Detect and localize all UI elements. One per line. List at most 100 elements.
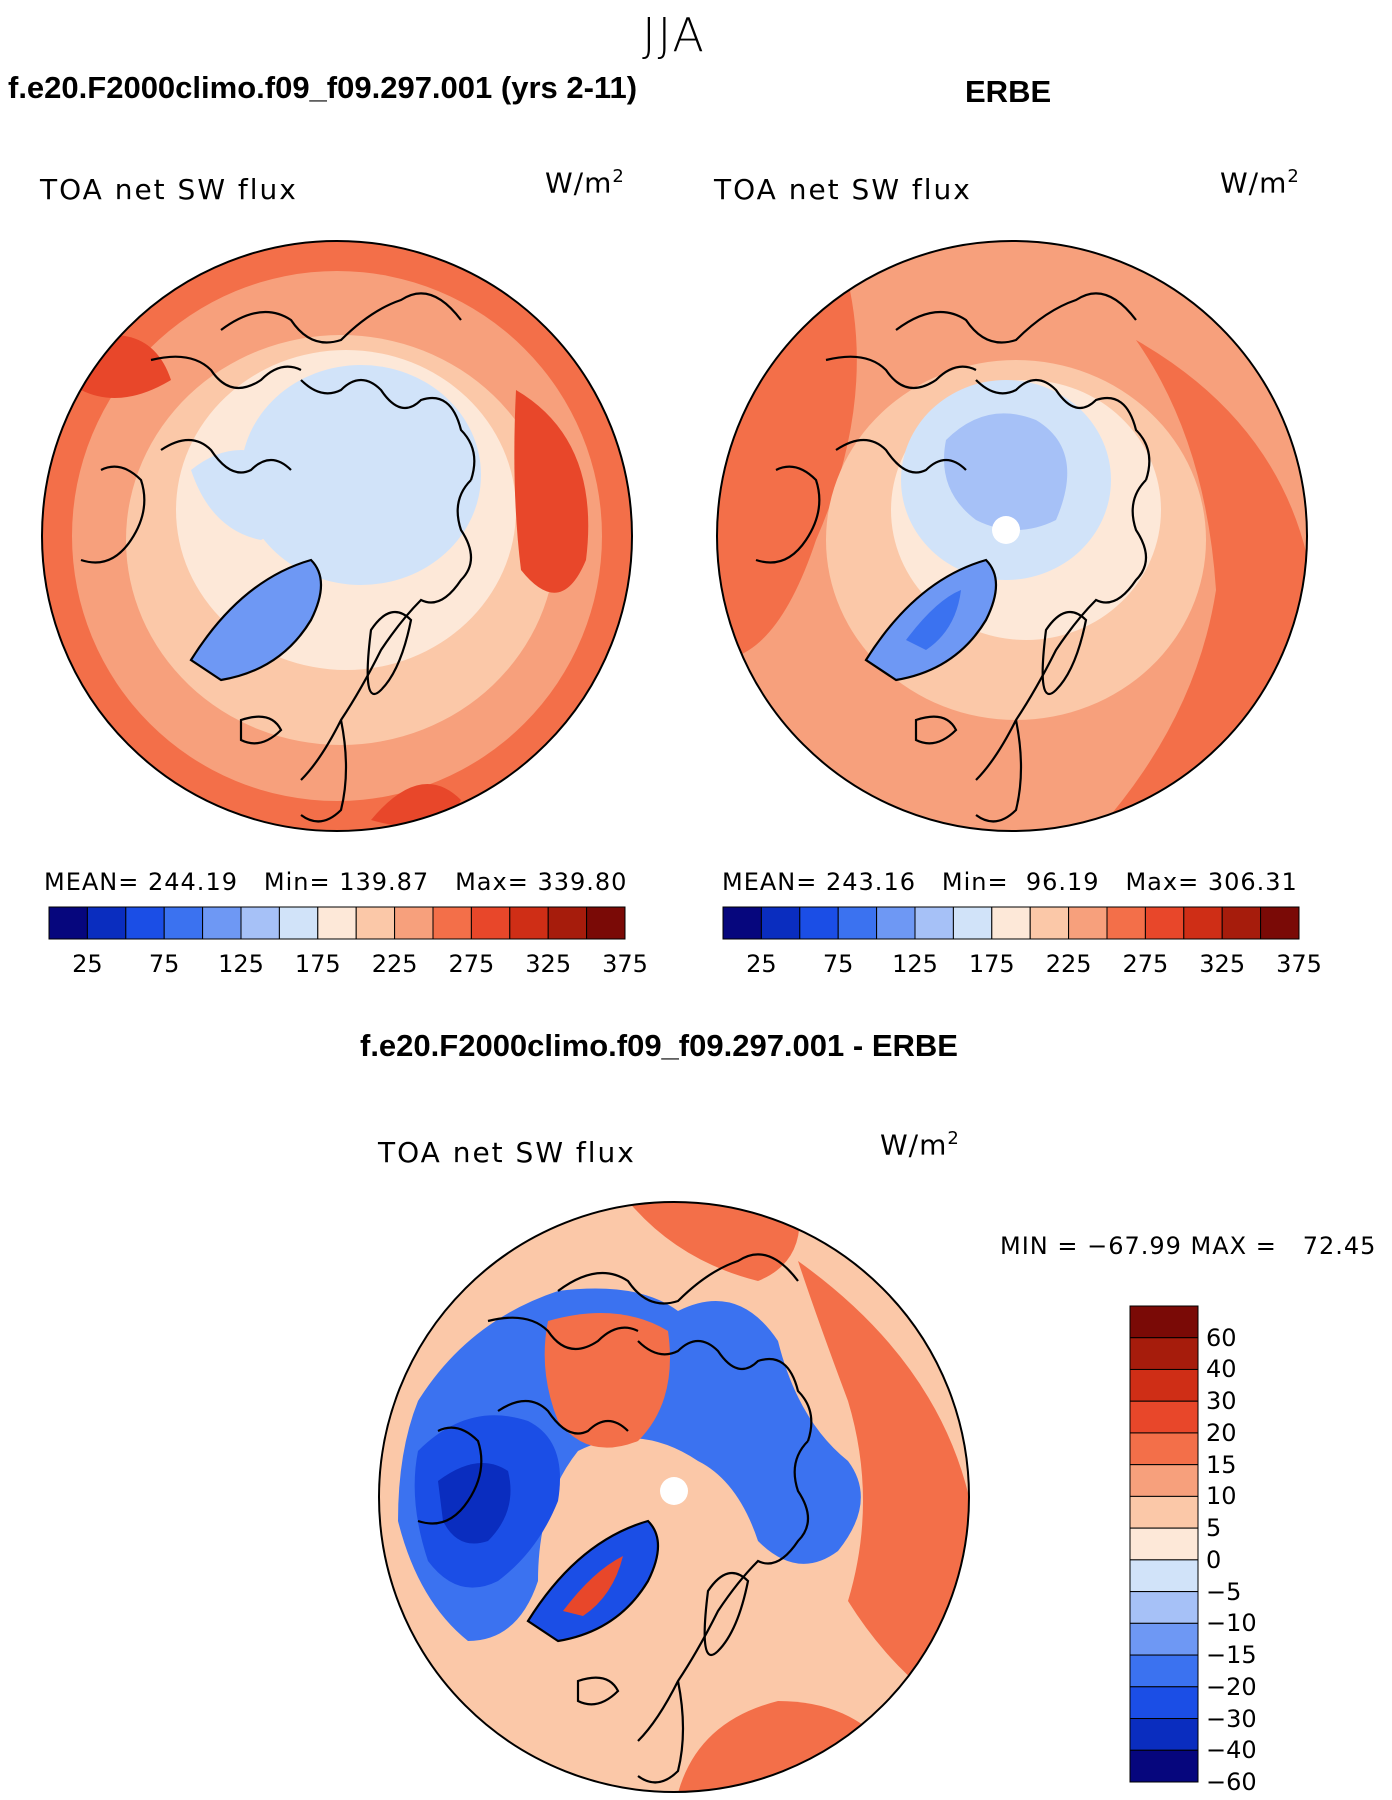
panel1-colorbar-ticks: 25 75 125 175 225 275 325 375 [49,950,648,982]
panel2-stats: MEAN= 243.16 Min= 96.19 Max= 306.31 [722,868,1298,896]
panel1-heading: f.e20.F2000climo.f09_f09.297.001 (yrs 2-… [8,70,638,105]
panel1-variable-label: TOA net SW flux [40,173,298,206]
diff-colorbar-tick-label: −10 [1206,1609,1257,1638]
panel2-colorbar-tick-label: 325 [1199,950,1246,978]
panel1-field-patch-east [514,390,589,593]
panel1-colorbar-box [470,906,511,940]
diff-colorbar-tick-label: −60 [1206,1768,1257,1796]
panel2-colorbar-box [1183,906,1223,940]
panel1-min-value: 139.87 [339,868,430,896]
panel2-colorbar-box [1221,906,1262,940]
panel2-colorbar-box [991,906,1031,940]
panel1-colorbar-tick-label: 125 [218,950,264,978]
panel1-coastlines [80,292,476,823]
panel1-colorbar-tick-label: 25 [72,950,103,978]
panel2-colorbar-tick-label: 275 [1122,950,1169,978]
diff-field-warm-arctic [544,1313,670,1448]
panel1-colorbar-box [355,906,396,940]
diff-colorbar-tick-label: 15 [1206,1450,1237,1479]
panel2-colorbar [722,906,1300,940]
panel1-mean-value: 244.19 [148,868,238,896]
diff-coastlines [417,1253,813,1784]
panel1-colorbar-tick-label: 75 [148,950,180,978]
diff-colorbar-tick-label: −15 [1206,1641,1257,1670]
panel2-field-arctic-core [944,413,1068,530]
diff-minmax: MIN = −67.99 MAX = 72.45 [1000,1232,1377,1260]
diff-colorbar-tick-label: 10 [1206,1482,1237,1511]
panel1-colorbar-tick-label: 175 [294,950,341,978]
diff-colorbar-ticks: 60 40 30 20 15 10 5 0 −5 −10 −15 −20 −30 −40 −60 [1206,1306,1286,1796]
panel1-colorbar-box [432,906,472,940]
panel1-colorbar-box [202,906,242,940]
panel2-colorbar-tick-label: 225 [1045,950,1092,978]
diff-colorbar-tick-label: 20 [1206,1418,1237,1447]
panel1-stats: MEAN= 244.19 Min= 139.87 Max= 339.80 [44,868,628,896]
diff-colorbar-box [1129,1527,1199,1561]
diff-colorbar-box [1129,1432,1199,1466]
panel2-colorbar-ticks: 25 75 125 175 225 275 325 375 [723,950,1322,982]
panel2-colorbar-box [1144,906,1185,940]
diff-variable-label: TOA net SW flux [378,1136,636,1169]
diff-field-greenland-warm [563,1556,623,1616]
panel2-colorbar-box [952,906,993,940]
diff-field-cold-deep [438,1463,511,1544]
diff-colorbar [1129,1305,1199,1783]
panel2-pole-mask [992,516,1020,544]
panel1-field-arctic [241,365,481,585]
panel1-colorbar [48,906,626,940]
season-title: JJA [642,8,706,62]
panel2-colorbar-tick-label: 125 [892,950,938,978]
diff-colorbar-box [1129,1686,1199,1720]
diff-colorbar-box [1129,1654,1199,1688]
panel2-units: W/m2 [1220,166,1300,200]
diff-colorbar-tick-label: 0 [1206,1545,1222,1574]
diff-colorbar-box [1129,1464,1199,1497]
diff-colorbar-tick-label: −40 [1206,1736,1257,1765]
diff-colorbar-tick-label: 30 [1206,1387,1237,1416]
diff-colorbar-tick-label: −20 [1206,1672,1257,1701]
diff-field-warm-east [798,1261,969,1721]
panel1-units: W/m2 [545,166,625,200]
panel2-max-value: 306.31 [1207,868,1298,896]
panel1-colorbar-tick-label: 325 [525,950,572,978]
panel1-colorbar-tick-label: 275 [448,950,495,978]
panel1-colorbar-box [509,906,549,940]
panel2-colorbar-box [760,906,801,940]
panel2-colorbar-tick-label: 175 [968,950,1015,978]
diff-units: W/m2 [880,1128,960,1162]
diff-colorbar-tick-label: 40 [1206,1355,1237,1384]
panel2-map-border [716,240,1308,832]
panel2-variable-label: TOA net SW flux [714,173,972,206]
diff-colorbar-tick-label: 5 [1206,1514,1222,1543]
diff-map-border [378,1201,970,1793]
panel1-colorbar-box [86,906,127,940]
panel1-colorbar-box [586,906,626,940]
panel2-field-greenland-core [906,590,961,650]
diff-colorbar-box [1129,1622,1199,1656]
panel2-colorbar-box [722,906,762,940]
panel1-map-border [41,240,633,832]
panel1-field-greenland [191,560,321,680]
diff-polar-map [378,1201,970,1793]
panel1-max-value: 339.80 [537,868,628,896]
panel2-colorbar-box [876,906,916,940]
diff-colorbar-box [1129,1749,1199,1783]
panel2-colorbar-box [1106,906,1146,940]
panel2-colorbar-box [1029,906,1070,940]
diff-colorbar-box [1129,1718,1199,1751]
diff-colorbar-box [1129,1559,1199,1593]
diff-colorbar-box [1129,1337,1199,1370]
panel2-colorbar-tick-label: 75 [822,950,854,978]
panel1-polar-map [41,240,633,832]
panel2-colorbar-box [799,906,839,940]
panel2-colorbar-box [914,906,954,940]
diff-colorbar-box [1129,1400,1199,1434]
panel1-field-arctic-lobe [191,450,293,540]
diff-colorbar-box [1129,1495,1199,1529]
panel1-colorbar-box [163,906,204,940]
diff-colorbar-tick-label: −5 [1206,1577,1242,1606]
panel2-colorbar-tick-label: 375 [1276,950,1322,978]
panel1-colorbar-box [125,906,165,940]
panel1-colorbar-tick-label: 375 [602,950,648,978]
panel2-colorbar-box [837,906,878,940]
